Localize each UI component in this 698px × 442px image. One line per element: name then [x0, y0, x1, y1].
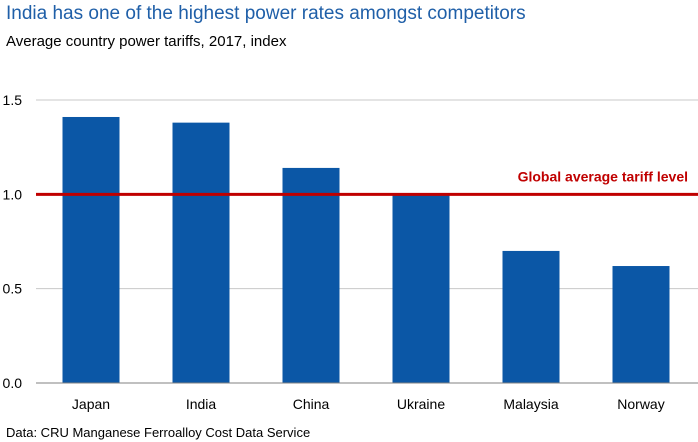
y-tick-label: 1.5 [3, 92, 23, 108]
bar-ukraine [392, 194, 450, 383]
bars [62, 116, 670, 383]
y-tick-label: 0.0 [3, 375, 23, 391]
chart-title: India has one of the highest power rates… [6, 3, 526, 24]
reference-line-label: Global average tariff level [518, 168, 688, 184]
x-tick-label: India [186, 396, 217, 412]
bar-china [282, 167, 340, 383]
x-tick-label: Malaysia [503, 396, 558, 412]
x-tick-label: Norway [617, 396, 664, 412]
x-tick-label: Ukraine [397, 396, 445, 412]
bar-chart: Global average tariff level 0.0 0.5 1.0 1.5… [3, 92, 698, 412]
bar-malaysia [502, 250, 560, 383]
bar-india [172, 122, 230, 383]
chart-subtitle: Average country power tariffs, 2017, ind… [6, 33, 287, 50]
bar-norway [612, 266, 670, 383]
x-tick-label: Japan [72, 396, 110, 412]
y-tick-label: 1.0 [3, 186, 23, 202]
source-note: Data: CRU Manganese Ferroalloy Cost Data… [6, 425, 311, 440]
y-tick-label: 0.5 [3, 281, 23, 297]
axes: 0.0 0.5 1.0 1.5 Japan India China Ukraine Malays… [3, 92, 698, 412]
reference-line-group: Global average tariff level [36, 168, 698, 196]
bar-japan [62, 116, 120, 383]
x-tick-label: China [293, 396, 330, 412]
